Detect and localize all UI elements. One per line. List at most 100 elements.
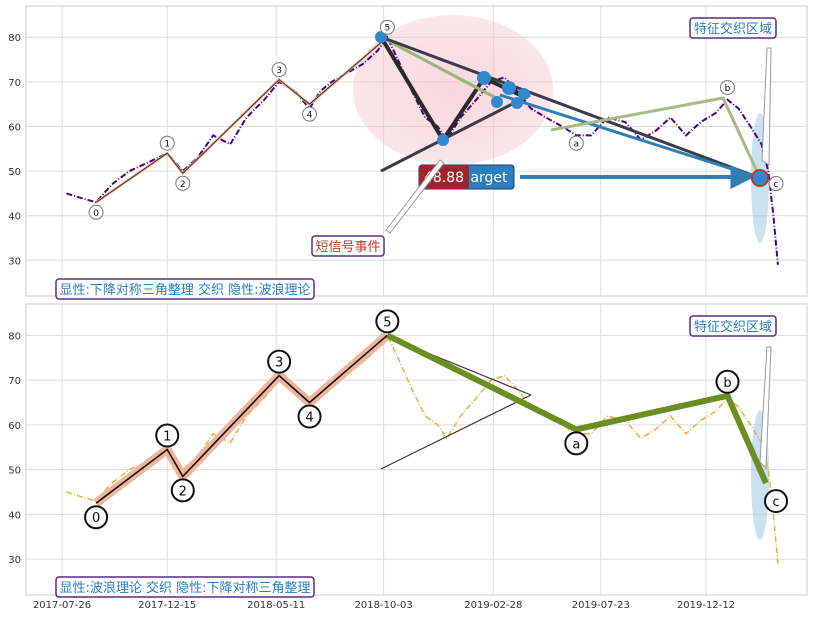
impulse-wave-line bbox=[95, 334, 388, 504]
y-tick-label: 50 bbox=[8, 167, 21, 178]
pattern-dot bbox=[477, 71, 491, 85]
wave-marker-circle bbox=[159, 135, 175, 151]
y-tick-label: 70 bbox=[8, 78, 21, 89]
price-line bbox=[66, 333, 779, 564]
wave-marker-circle bbox=[375, 309, 400, 334]
wave-marker-label: 1 bbox=[164, 140, 170, 150]
top-pink-zone bbox=[353, 15, 553, 165]
top-zone-arrow bbox=[761, 47, 772, 166]
top-pattern-dots bbox=[375, 31, 769, 187]
wave-marker-circle bbox=[267, 349, 292, 374]
wave-marker-label: a bbox=[572, 437, 580, 452]
bottom-wave-markers: 0 1 2 3 4 5 a b c bbox=[84, 309, 789, 530]
wave-marker-circle bbox=[84, 505, 109, 530]
bottom-zone-arrow bbox=[759, 346, 772, 470]
price-line bbox=[66, 35, 779, 265]
y-tick-label: 40 bbox=[8, 212, 21, 223]
wave-marker-circle bbox=[271, 62, 287, 78]
pattern-dot bbox=[511, 97, 523, 109]
y-tick-label: 60 bbox=[8, 122, 21, 133]
event-arrow bbox=[385, 159, 445, 234]
y-tick-label: 30 bbox=[8, 555, 21, 566]
event-label: 短信号事件 bbox=[315, 240, 380, 255]
top-panel: 30 40 50 60 70 80 0 1 2 3 4 5 a b c bbox=[8, 5, 808, 300]
wave-marker-label: 3 bbox=[276, 66, 282, 76]
wave-marker-label: 2 bbox=[180, 180, 186, 190]
wave-marker-circle bbox=[170, 478, 195, 503]
pattern-dot bbox=[751, 169, 769, 187]
top-triangle-upper bbox=[379, 35, 521, 144]
bottom-y-tick-labels: 30 40 50 60 70 80 bbox=[8, 331, 21, 566]
wave-marker-label: c bbox=[772, 495, 779, 510]
wave-marker-label: 1 bbox=[163, 430, 171, 445]
pattern-dot bbox=[437, 134, 449, 146]
x-tick-label: 2019-02-28 bbox=[464, 600, 522, 611]
bottom-footer-callout: 显性:波浪理论 交织 隐性:下降对称三角整理 bbox=[55, 576, 315, 598]
wave-marker-label: 5 bbox=[384, 24, 390, 34]
wave-marker-circle bbox=[768, 176, 784, 192]
wave-marker-circle bbox=[715, 369, 740, 394]
y-tick-label: 60 bbox=[8, 421, 21, 432]
wave-marker-label: 5 bbox=[383, 315, 391, 330]
top-pattern-dark bbox=[380, 35, 761, 180]
wave-marker-circle bbox=[719, 79, 735, 95]
x-tick-label: 2017-07-26 bbox=[33, 600, 91, 611]
target-label: arget bbox=[470, 170, 508, 186]
x-tick-label: 2018-10-03 bbox=[355, 600, 413, 611]
bottom-zone-callout: 特征交织区域 bbox=[689, 315, 777, 470]
y-tick-label: 70 bbox=[8, 376, 21, 387]
top-pattern-lines bbox=[379, 35, 762, 189]
wave-marker-circle bbox=[564, 431, 589, 456]
wave-marker-label: 2 bbox=[179, 484, 187, 499]
wave-marker-label: 0 bbox=[92, 511, 100, 526]
wave-marker-label: b bbox=[725, 84, 731, 94]
bottom-zone-label: 特征交织区域 bbox=[694, 319, 772, 335]
top-pattern-blue bbox=[499, 93, 761, 180]
pattern-dot bbox=[491, 96, 503, 108]
top-pattern-green bbox=[380, 35, 501, 102]
top-y-tick-labels: 30 40 50 60 70 80 bbox=[8, 33, 21, 267]
pattern-dot bbox=[375, 31, 387, 43]
top-green-path bbox=[550, 96, 762, 179]
top-wave-lines bbox=[95, 36, 389, 204]
wave-marker-label: c bbox=[774, 180, 779, 190]
wave-marker-circle bbox=[379, 19, 395, 35]
top-price-series bbox=[66, 35, 779, 265]
y-tick-label: 80 bbox=[8, 33, 21, 44]
top-footer-callout: 显性:下降对称三角整理 交织 隐性:波浪理论 bbox=[55, 278, 315, 300]
wave-marker-label: 4 bbox=[305, 410, 313, 425]
top-wave-markers: 0 1 2 3 4 5 a b c bbox=[88, 19, 784, 220]
x-tick-label: 2019-07-23 bbox=[572, 600, 630, 611]
y-tick-label: 50 bbox=[8, 466, 21, 477]
x-tick-label: 2018-05-11 bbox=[247, 600, 305, 611]
impulse-wave-core bbox=[95, 36, 388, 203]
wave-marker-circle bbox=[568, 135, 584, 151]
bottom-price-series bbox=[66, 333, 779, 564]
x-tick-label: 2019-12-12 bbox=[677, 600, 735, 611]
y-tick-label: 30 bbox=[8, 256, 21, 267]
bottom-wave-lines bbox=[93, 331, 769, 507]
wave-marker-circle bbox=[764, 489, 789, 514]
wave-marker-label: 4 bbox=[307, 111, 313, 121]
pattern-dot bbox=[518, 88, 530, 100]
wave-marker-circle bbox=[175, 175, 191, 191]
x-tick-label: 2017-12-15 bbox=[138, 600, 196, 611]
wave-marker-circle bbox=[297, 404, 322, 429]
bottom-footer-label: 显性:波浪理论 交织 隐性:下降对称三角整理 bbox=[59, 580, 310, 596]
pattern-dot bbox=[502, 81, 516, 95]
top-zone-label: 特征交织区域 bbox=[694, 21, 772, 37]
wave-marker-circle bbox=[302, 106, 318, 122]
wave-marker-label: a bbox=[574, 140, 580, 150]
wave-marker-circle bbox=[88, 204, 104, 220]
corrective-wave-line bbox=[385, 332, 769, 485]
bottom-triangle-lower bbox=[380, 394, 532, 470]
event-callout: 短信号事件 bbox=[311, 159, 445, 257]
top-footer-label: 显性:下降对称三角整理 交织 隐性:波浪理论 bbox=[59, 282, 310, 298]
y-tick-label: 40 bbox=[8, 510, 21, 521]
top-zone-callout: 特征交织区域 bbox=[689, 17, 777, 166]
wave-marker-circle bbox=[155, 423, 180, 448]
wave-marker-label: 3 bbox=[275, 356, 283, 371]
top-triangle-lower bbox=[380, 93, 531, 173]
